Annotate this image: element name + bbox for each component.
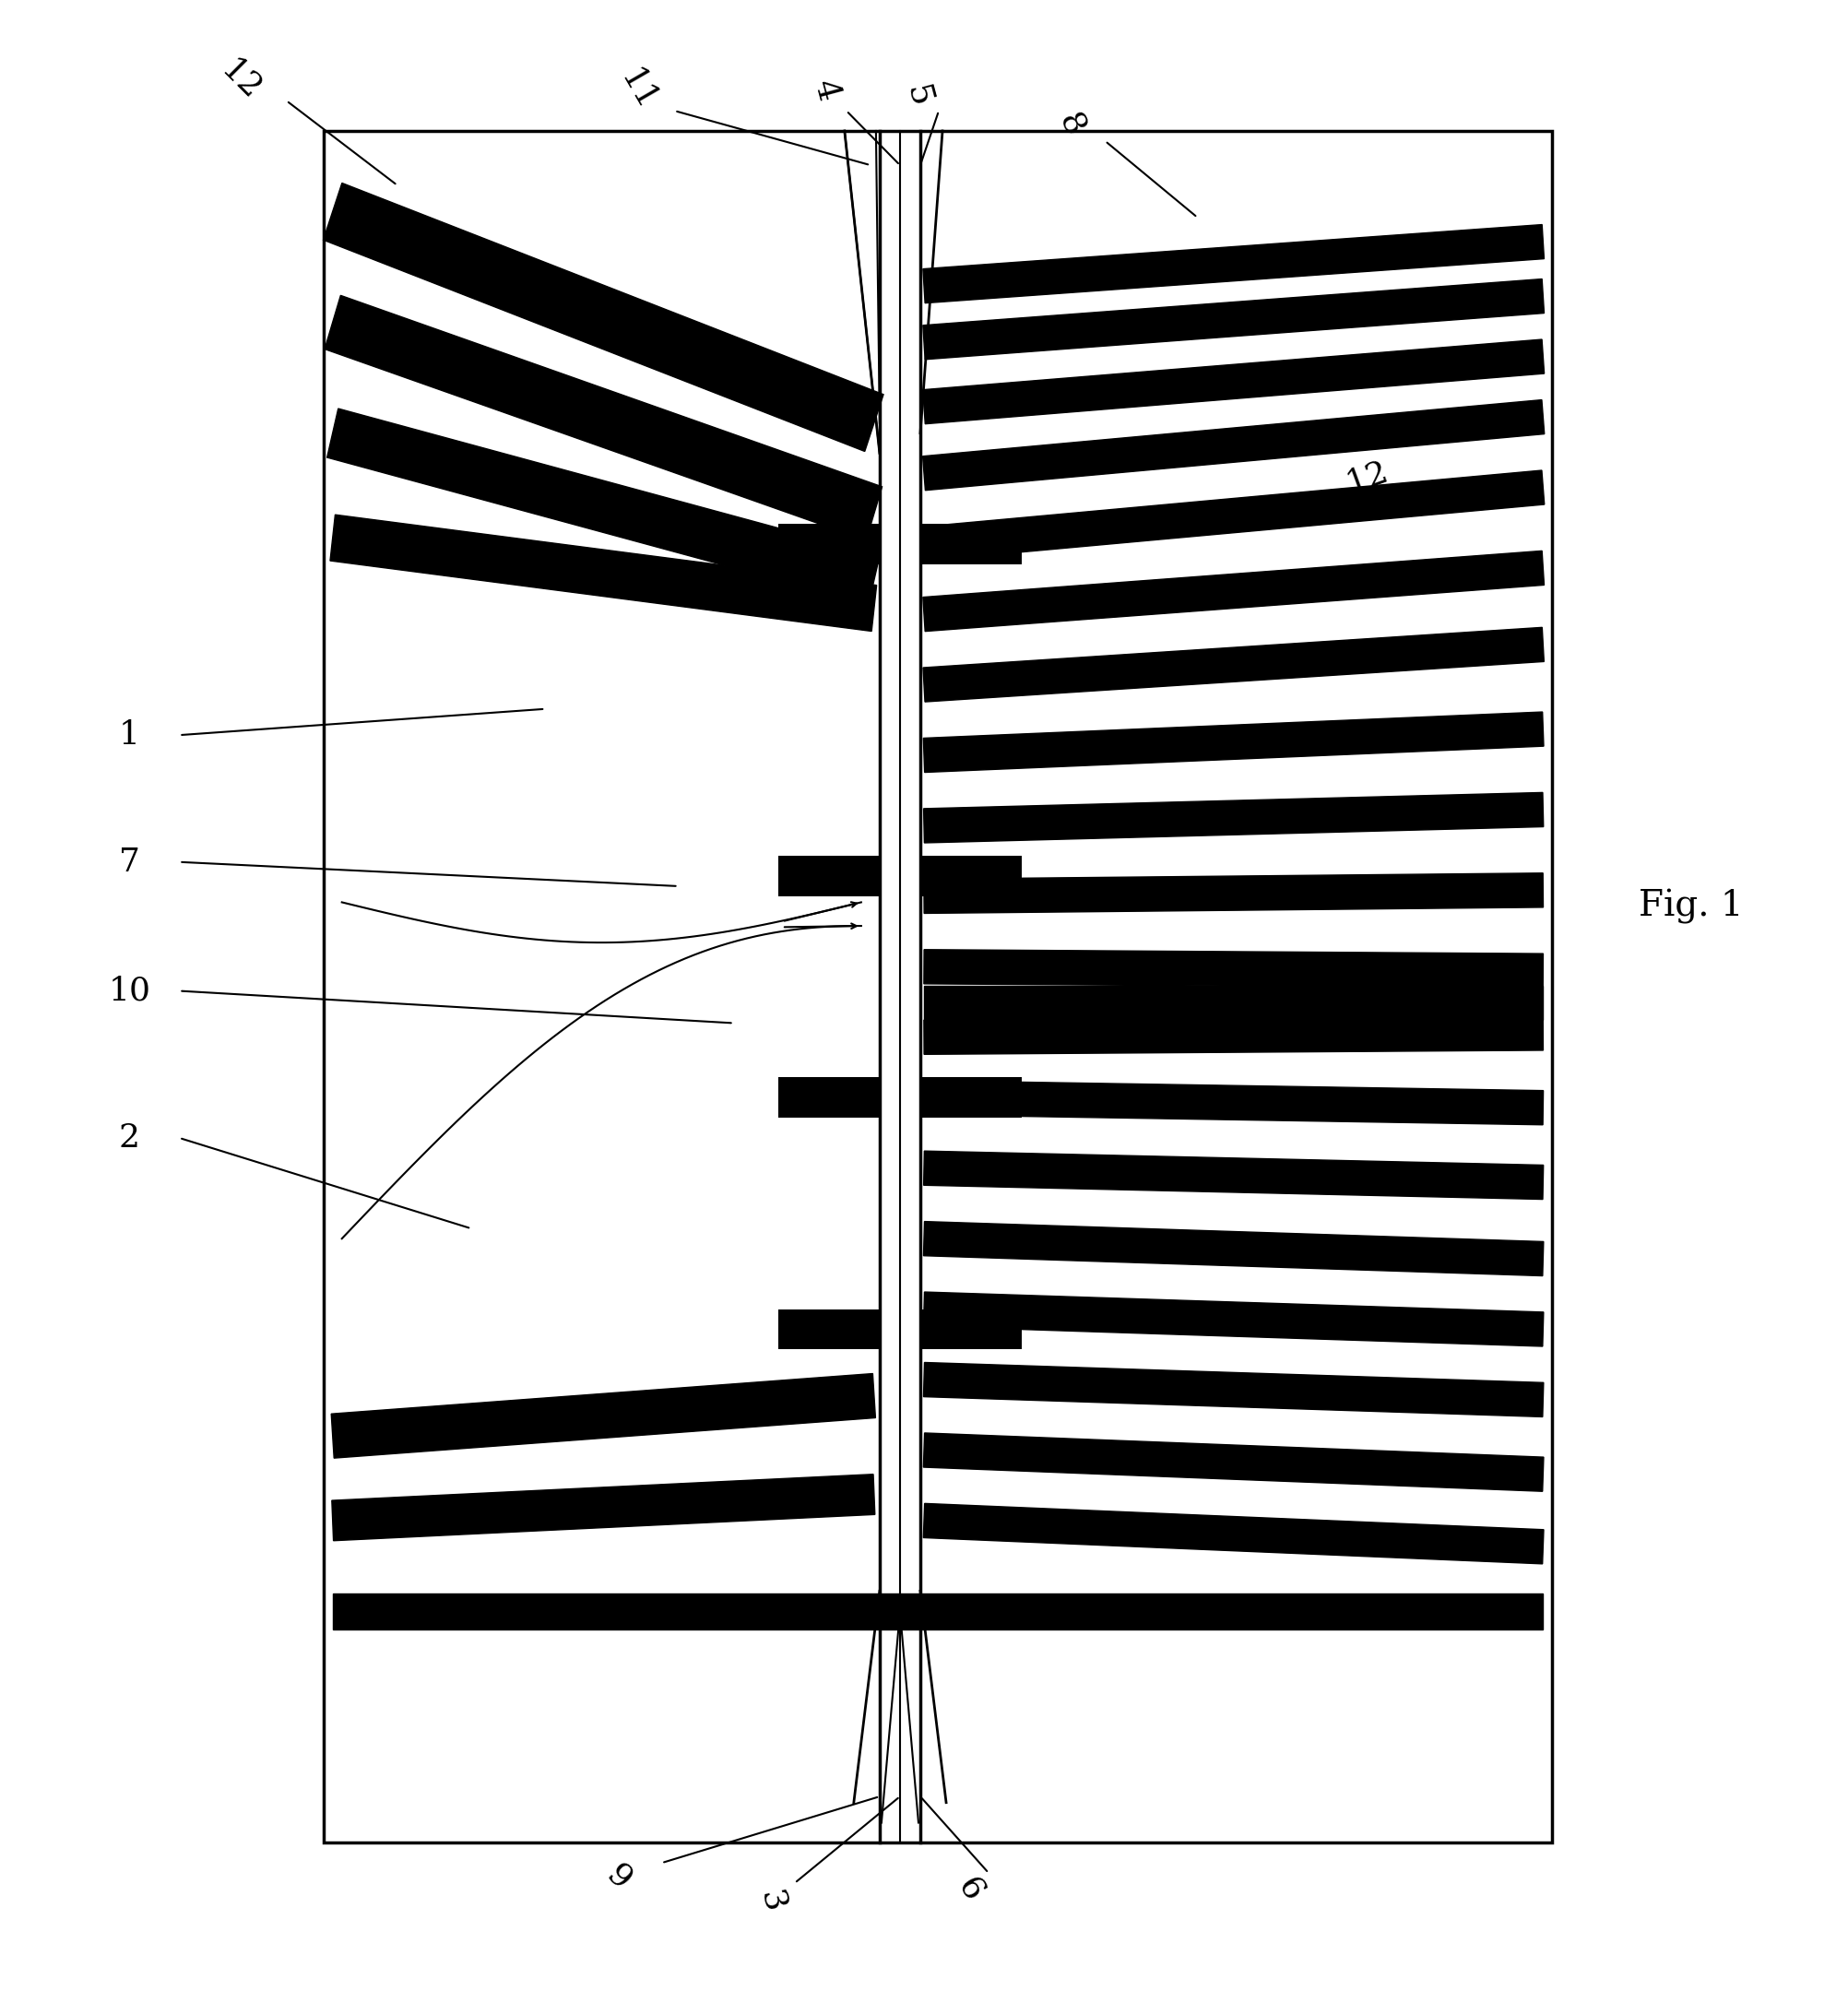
Polygon shape: [922, 401, 1545, 489]
Bar: [920, 1309, 1022, 1349]
Polygon shape: [331, 516, 876, 630]
Text: 8: 8: [1053, 109, 1090, 141]
Polygon shape: [924, 951, 1543, 987]
Polygon shape: [924, 1434, 1543, 1490]
Text: 9: 9: [601, 1859, 638, 1895]
Bar: [920, 1077, 1022, 1118]
Polygon shape: [323, 183, 883, 451]
Text: 1: 1: [118, 719, 140, 751]
Polygon shape: [333, 1593, 1543, 1629]
Bar: [323, 131, 1552, 1843]
Text: 12: 12: [1342, 455, 1393, 499]
Polygon shape: [922, 552, 1545, 630]
Polygon shape: [924, 713, 1543, 771]
Text: 7: 7: [118, 846, 140, 878]
Polygon shape: [922, 226, 1545, 302]
Polygon shape: [331, 1374, 876, 1458]
Polygon shape: [922, 280, 1545, 358]
Polygon shape: [924, 1222, 1543, 1275]
Polygon shape: [922, 628, 1545, 701]
Polygon shape: [325, 296, 881, 540]
Text: 10: 10: [109, 975, 150, 1007]
Polygon shape: [924, 1504, 1543, 1563]
Bar: [778, 856, 880, 896]
Polygon shape: [924, 1152, 1543, 1198]
Text: 6: 6: [952, 1873, 989, 1905]
Text: 12: 12: [214, 54, 266, 107]
Polygon shape: [924, 1363, 1543, 1416]
Polygon shape: [924, 1017, 1543, 1053]
Polygon shape: [922, 471, 1545, 560]
Text: 5: 5: [900, 83, 937, 111]
Polygon shape: [922, 340, 1545, 423]
Text: 4: 4: [808, 77, 845, 105]
Polygon shape: [924, 874, 1543, 912]
Text: 3: 3: [754, 1887, 791, 1915]
Polygon shape: [924, 1293, 1543, 1345]
Text: 2: 2: [118, 1122, 140, 1154]
Bar: [778, 1309, 880, 1349]
Polygon shape: [924, 794, 1543, 842]
Bar: [778, 1077, 880, 1118]
Bar: [920, 524, 1022, 564]
Text: Fig. 1: Fig. 1: [1639, 888, 1743, 924]
Bar: [920, 856, 1022, 896]
Bar: [778, 524, 880, 564]
Polygon shape: [924, 1082, 1543, 1124]
Text: 11: 11: [614, 64, 662, 117]
Polygon shape: [327, 409, 880, 604]
Polygon shape: [333, 1474, 874, 1541]
Polygon shape: [924, 987, 1543, 1019]
